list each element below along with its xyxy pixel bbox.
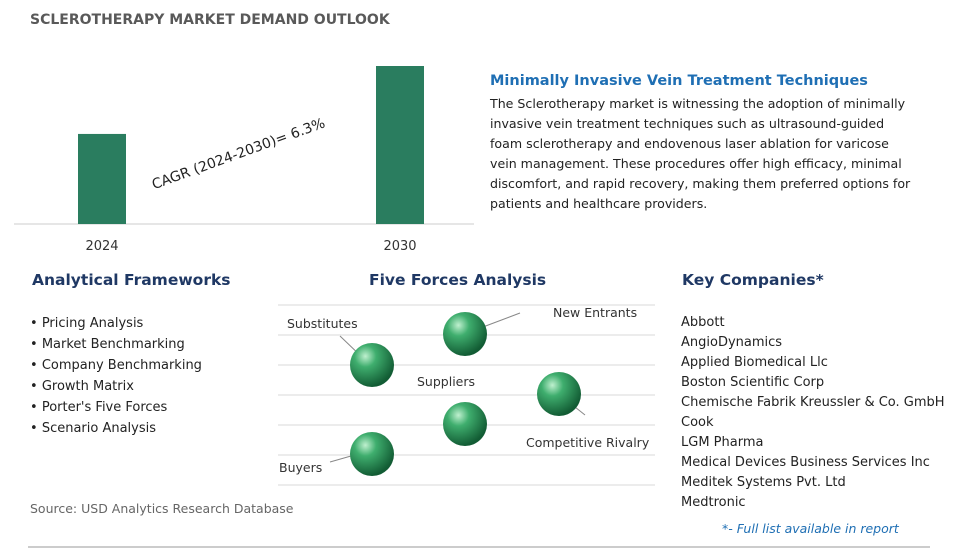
section-title: Key Companies* bbox=[682, 271, 824, 289]
list-item: • Company Benchmarking bbox=[30, 355, 202, 376]
item-text: Cook bbox=[681, 415, 714, 430]
bullet: • bbox=[30, 358, 42, 373]
insight-text: The Sclerotherapy market is witnessing t… bbox=[490, 96, 911, 211]
cagr-label: CAGR (2024-2030)= 6.3% bbox=[150, 115, 328, 193]
force-label: New Entrants bbox=[553, 305, 637, 320]
bullet: • bbox=[30, 316, 42, 331]
item-text: Medtronic bbox=[681, 495, 746, 510]
page-title: SCLEROTHERAPY MARKET DEMAND OUTLOOK bbox=[30, 12, 390, 28]
force-label: Substitutes bbox=[287, 316, 358, 331]
list-item: LGM Pharma bbox=[681, 433, 945, 453]
list-item: • Market Benchmarking bbox=[30, 334, 202, 355]
bullet: • bbox=[30, 379, 42, 394]
list-item: Cook bbox=[681, 413, 945, 433]
list-item: Meditek Systems Pvt. Ltd bbox=[681, 473, 945, 493]
framework-list: • Pricing Analysis • Market Benchmarking •… bbox=[30, 313, 202, 439]
item-text: Scenario Analysis bbox=[41, 421, 157, 436]
company-list: Abbott AngioDynamics Applied Biomedical Ll… bbox=[681, 313, 945, 513]
item-text: Pricing Analysis bbox=[41, 316, 144, 331]
bullet: • bbox=[30, 421, 42, 436]
list-item: Abbott bbox=[681, 313, 945, 333]
force-label: Competitive Rivalry bbox=[526, 435, 650, 450]
section-title: Five Forces Analysis bbox=[369, 271, 547, 289]
list-item: • Scenario Analysis bbox=[30, 418, 202, 439]
force-sphere bbox=[443, 402, 487, 446]
list-item: • Growth Matrix bbox=[30, 376, 202, 397]
bar bbox=[376, 66, 424, 224]
force-sphere bbox=[537, 372, 581, 416]
section-title: Analytical Frameworks bbox=[32, 271, 231, 289]
item-text: LGM Pharma bbox=[681, 435, 764, 450]
bullet: • bbox=[30, 337, 42, 352]
item-text: Market Benchmarking bbox=[41, 337, 185, 352]
force-label: Suppliers bbox=[417, 374, 475, 389]
item-text: Growth Matrix bbox=[41, 379, 134, 394]
list-item: Applied Biomedical Llc bbox=[681, 353, 945, 373]
list-item: Chemische Fabrik Kreussler & Co. GmbH bbox=[681, 393, 945, 413]
item-text: Applied Biomedical Llc bbox=[681, 355, 828, 370]
list-item: AngioDynamics bbox=[681, 333, 945, 353]
item-text: Company Benchmarking bbox=[41, 358, 202, 373]
list-item: Boston Scientific Corp bbox=[681, 373, 945, 393]
list-item: • Pricing Analysis bbox=[30, 313, 202, 334]
item-text: Abbott bbox=[681, 315, 725, 330]
x-tick-label: 2030 bbox=[383, 239, 416, 254]
insight-title: Minimally Invasive Vein Treatment Techni… bbox=[490, 73, 868, 89]
source: Source: USD Analytics Research Database bbox=[30, 501, 294, 516]
x-tick-label: 2024 bbox=[85, 239, 118, 254]
bullet: • bbox=[30, 400, 42, 415]
list-item: Medtronic bbox=[681, 493, 945, 513]
force-sphere bbox=[350, 432, 394, 476]
force-label: Buyers bbox=[279, 460, 322, 475]
item-text: Boston Scientific Corp bbox=[681, 375, 825, 390]
item-text: Meditek Systems Pvt. Ltd bbox=[681, 475, 846, 490]
force-sphere bbox=[350, 343, 394, 387]
item-text: Medical Devices Business Services Inc bbox=[681, 455, 930, 470]
list-item: • Porter's Five Forces bbox=[30, 397, 202, 418]
bar bbox=[78, 133, 126, 224]
item-text: Chemische Fabrik Kreussler & Co. GmbH bbox=[681, 395, 945, 410]
footnote: *- Full list available in report bbox=[722, 521, 899, 536]
item-text: Porter's Five Forces bbox=[41, 400, 168, 415]
item-text: AngioDynamics bbox=[681, 335, 783, 350]
force-sphere bbox=[443, 312, 487, 356]
list-item: Medical Devices Business Services Inc bbox=[681, 453, 945, 473]
